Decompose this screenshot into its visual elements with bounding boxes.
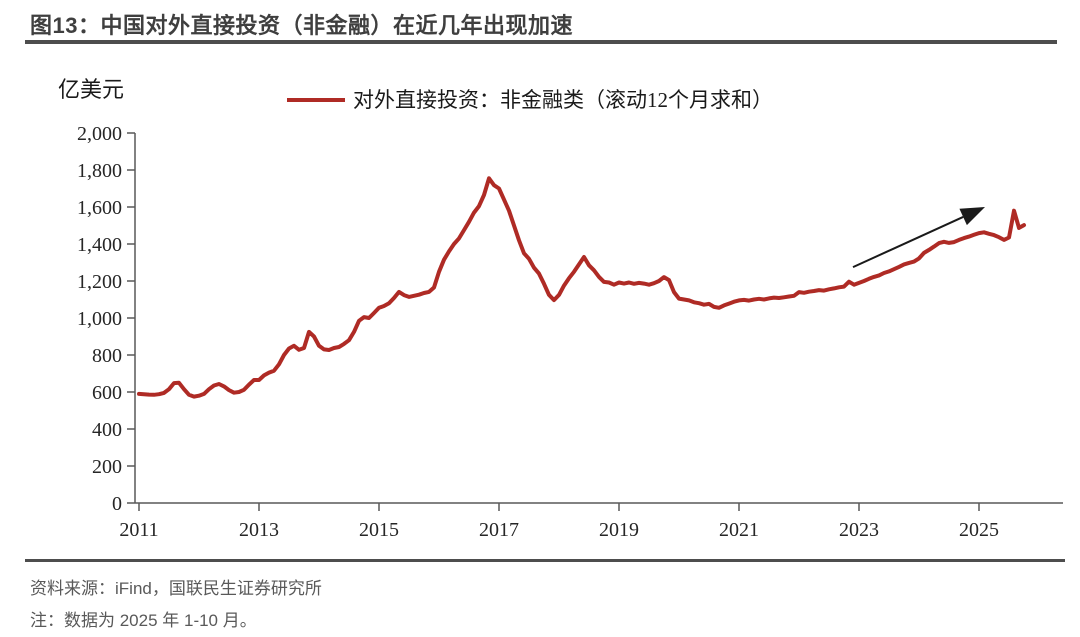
y-axis-tick-labels: 0 200 400 600 800 1,000 1,200 1,400 1,600 1,800 2,… bbox=[77, 123, 122, 515]
chart-axes bbox=[127, 132, 1063, 511]
trend-arrow-annotation bbox=[852, 207, 985, 269]
legend-line-swatch bbox=[287, 98, 345, 102]
y-tick-label: 1,400 bbox=[77, 234, 122, 256]
figure-title: 图13：中国对外直接投资（非金融）在近几年出现加速 bbox=[30, 13, 573, 38]
odi-series-line bbox=[137, 176, 1026, 399]
y-tick-label: 0 bbox=[112, 493, 122, 515]
legend: 对外直接投资：非金融类（滚动12个月求和） bbox=[287, 84, 773, 114]
y-axis-unit-label: 亿美元 bbox=[58, 77, 125, 102]
x-tick-label: 2023 bbox=[839, 519, 879, 541]
y-tick-label: 2,000 bbox=[77, 123, 122, 145]
y-tick-label: 1,600 bbox=[77, 197, 122, 219]
y-tick-label: 800 bbox=[92, 345, 122, 367]
y-tick-label: 1,800 bbox=[77, 160, 122, 182]
y-tick-label: 200 bbox=[92, 456, 122, 478]
x-tick-label: 2019 bbox=[599, 519, 639, 541]
x-tick-label: 2025 bbox=[959, 519, 999, 541]
y-tick-label: 1,000 bbox=[77, 308, 122, 330]
y-tick-label: 400 bbox=[92, 419, 122, 441]
y-tick-label: 600 bbox=[92, 382, 122, 404]
title-underline bbox=[25, 40, 1057, 44]
x-tick-label: 2021 bbox=[719, 519, 759, 541]
x-tick-label: 2015 bbox=[359, 519, 399, 541]
x-tick-label: 2011 bbox=[119, 519, 158, 541]
x-tick-label: 2013 bbox=[239, 519, 279, 541]
x-tick-label: 2017 bbox=[479, 519, 519, 541]
arrow-head-icon bbox=[959, 207, 985, 226]
footer-divider bbox=[25, 559, 1065, 562]
legend-series-label: 对外直接投资：非金融类（滚动12个月求和） bbox=[353, 88, 773, 112]
source-text: 资料来源：iFind，国联民生证券研究所 bbox=[30, 579, 322, 598]
note-text: 注：数据为 2025 年 1-10 月。 bbox=[30, 611, 257, 630]
y-tick-label: 1,200 bbox=[77, 271, 122, 293]
x-axis-tick-labels: 2011 2013 2015 2017 2019 2021 2023 2025 bbox=[119, 519, 999, 541]
